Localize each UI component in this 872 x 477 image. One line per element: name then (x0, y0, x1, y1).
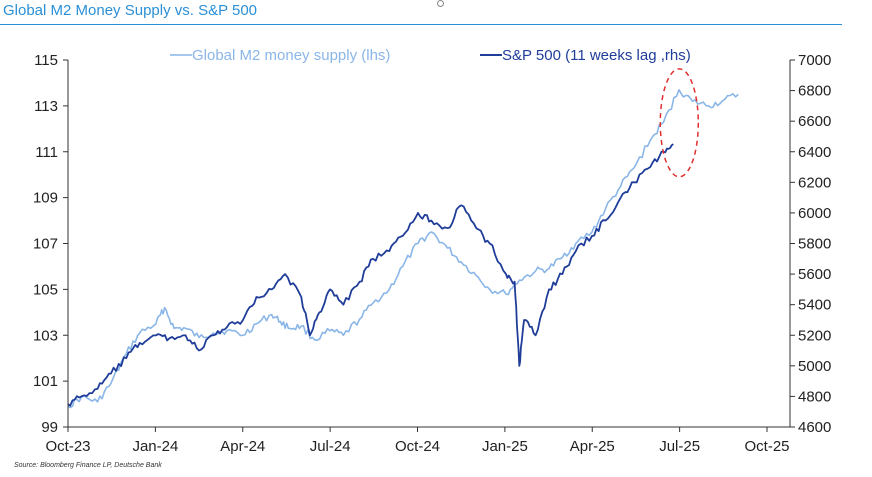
x-tick-label: Apr-25 (570, 438, 615, 455)
y-left-tick-label: 105 (33, 281, 58, 298)
y-right-tick-label: 6000 (798, 205, 831, 222)
series-line-m2 (67, 89, 739, 409)
series-line-spx (67, 143, 674, 407)
x-tick-label: Jan-25 (482, 438, 528, 455)
x-tick-label: Jul-24 (310, 438, 351, 455)
y-right-tick-label: 5000 (798, 358, 831, 375)
y-right-tick-label: 4600 (798, 419, 831, 436)
x-tick-label: Oct-25 (744, 438, 789, 455)
y-left-tick-label: 115 (34, 52, 58, 69)
y-right-tick-label: 5600 (798, 266, 831, 283)
stray-circle-icon (437, 0, 444, 7)
y-left-tick-label: 109 (33, 190, 58, 207)
legend-label-spx: S&P 500 (11 weeks lag ,rhs) (502, 47, 691, 64)
x-tick-label: Jan-24 (132, 438, 178, 455)
y-right-tick-label: 7000 (798, 52, 831, 69)
x-tick-label: Oct-24 (395, 438, 440, 455)
y-right-tick-label: 5200 (798, 327, 831, 344)
y-right-tick-label: 6600 (798, 113, 831, 130)
y-left-tick-label: 107 (33, 236, 58, 253)
x-tick-label: Apr-24 (220, 438, 265, 455)
x-tick-label: Oct-23 (45, 438, 90, 455)
legend-label-m2: Global M2 money supply (lhs) (192, 47, 390, 64)
y-left-tick-label: 101 (33, 373, 58, 390)
source-note: Source: Bloomberg Finance LP, Deutsche B… (14, 462, 162, 469)
y-right-tick-label: 6200 (798, 174, 831, 191)
y-left-tick-label: 99 (41, 419, 58, 436)
y-right-tick-label: 6400 (798, 144, 831, 161)
y-left-tick-label: 103 (33, 327, 58, 344)
x-tick-label: Jul-25 (659, 438, 700, 455)
y-left-tick-label: 113 (34, 98, 58, 115)
y-right-tick-label: 4800 (798, 388, 831, 405)
highlight-ellipse (659, 68, 700, 178)
chart-title: Global M2 Money Supply vs. S&P 500 (3, 2, 258, 19)
y-left-tick-label: 111 (35, 144, 58, 161)
title-rule (0, 24, 842, 25)
y-right-tick-label: 6800 (798, 83, 831, 100)
y-right-tick-label: 5800 (798, 236, 831, 253)
y-right-tick-label: 5400 (798, 297, 831, 314)
